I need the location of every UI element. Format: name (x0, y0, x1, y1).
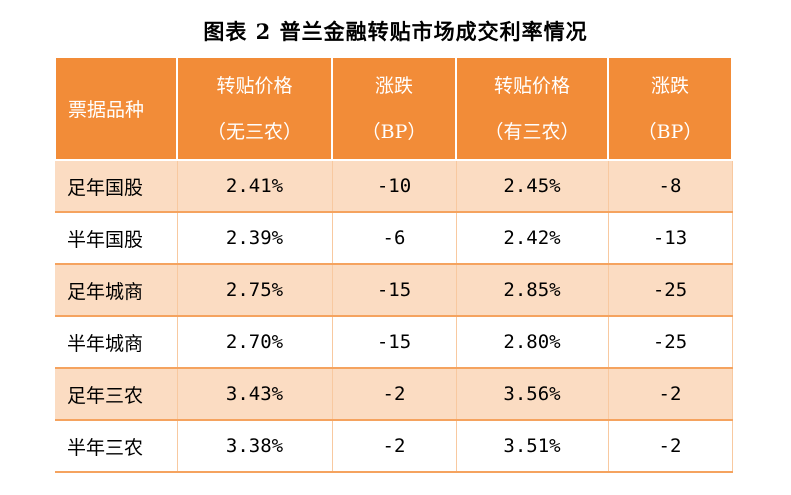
cell-change-with-sannong: -13 (608, 212, 733, 265)
header-change-no-sannong: 涨跌 （BP） (331, 56, 457, 161)
cell-change-with-sannong: -25 (608, 264, 733, 317)
header-price-with-sannong-line2: （有三农） (484, 120, 580, 143)
cell-price-no-sannong: 3.38% (177, 420, 333, 473)
header-change-with-sannong-line2: （BP） (637, 120, 703, 143)
cell-bill-type: 半年三农 (55, 420, 178, 473)
cell-price-no-sannong: 2.70% (177, 316, 333, 369)
cell-change-no-sannong: -2 (332, 420, 457, 473)
header-change-with-sannong: 涨跌 （BP） (607, 56, 733, 161)
cell-change-no-sannong: -15 (332, 264, 457, 317)
cell-price-with-sannong: 2.45% (456, 160, 609, 213)
table-row: 半年城商 2.70% -15 2.80% -25 (55, 316, 733, 369)
header-change-no-sannong-line2: （BP） (361, 120, 427, 143)
header-price-no-sannong: 转贴价格 （无三农） (176, 56, 333, 161)
cell-bill-type: 足年三农 (55, 368, 178, 421)
header-bill-type-label: 票据品种 (68, 99, 145, 121)
cell-change-with-sannong: -2 (608, 368, 733, 421)
rate-table: 票据品种 转贴价格 （无三农） 涨跌 （BP） 转贴价格 （有三农） 涨跌 （B… (54, 56, 733, 473)
cell-price-with-sannong: 2.42% (456, 212, 609, 265)
header-price-no-sannong-line1: 转贴价格 (216, 74, 293, 97)
cell-bill-type: 半年城商 (55, 316, 178, 369)
table-row: 足年三农 3.43% -2 3.56% -2 (55, 368, 733, 421)
cell-price-no-sannong: 2.75% (177, 264, 333, 317)
cell-change-with-sannong: -8 (608, 160, 733, 213)
cell-change-no-sannong: -6 (332, 212, 457, 265)
table-row: 半年三农 3.38% -2 3.51% -2 (55, 420, 733, 473)
cell-price-with-sannong: 2.85% (456, 264, 609, 317)
cell-change-no-sannong: -2 (332, 368, 457, 421)
header-change-with-sannong-line1: 涨跌 (650, 74, 689, 97)
header-row: 票据品种 转贴价格 （无三农） 涨跌 （BP） 转贴价格 （有三农） 涨跌 （B… (54, 56, 733, 161)
table-title: 图表 2 普兰金融转贴市场成交利率情况 (203, 19, 588, 44)
cell-price-no-sannong: 2.39% (177, 212, 333, 265)
table-row: 半年国股 2.39% -6 2.42% -13 (55, 212, 733, 265)
cell-bill-type: 足年城商 (55, 264, 178, 317)
table-row: 足年城商 2.75% -15 2.85% -25 (55, 264, 733, 317)
cell-bill-type: 足年国股 (55, 160, 178, 213)
cell-change-with-sannong: -2 (608, 420, 733, 473)
header-bill-type: 票据品种 (54, 56, 178, 161)
cell-price-with-sannong: 3.56% (456, 368, 609, 421)
cell-price-no-sannong: 3.43% (177, 368, 333, 421)
header-price-no-sannong-line2: （无三农） (206, 120, 302, 143)
cell-change-no-sannong: -10 (332, 160, 457, 213)
cell-price-with-sannong: 3.51% (456, 420, 609, 473)
header-change-no-sannong-line1: 涨跌 (374, 74, 413, 97)
cell-change-with-sannong: -25 (608, 316, 733, 369)
cell-bill-type: 半年国股 (55, 212, 178, 265)
cell-change-no-sannong: -15 (332, 316, 457, 369)
table-row: 足年国股 2.41% -10 2.45% -8 (55, 160, 733, 213)
cell-price-no-sannong: 2.41% (177, 160, 333, 213)
header-price-with-sannong-line1: 转贴价格 (493, 74, 570, 97)
header-price-with-sannong: 转贴价格 （有三农） (455, 56, 609, 161)
cell-price-with-sannong: 2.80% (456, 316, 609, 369)
